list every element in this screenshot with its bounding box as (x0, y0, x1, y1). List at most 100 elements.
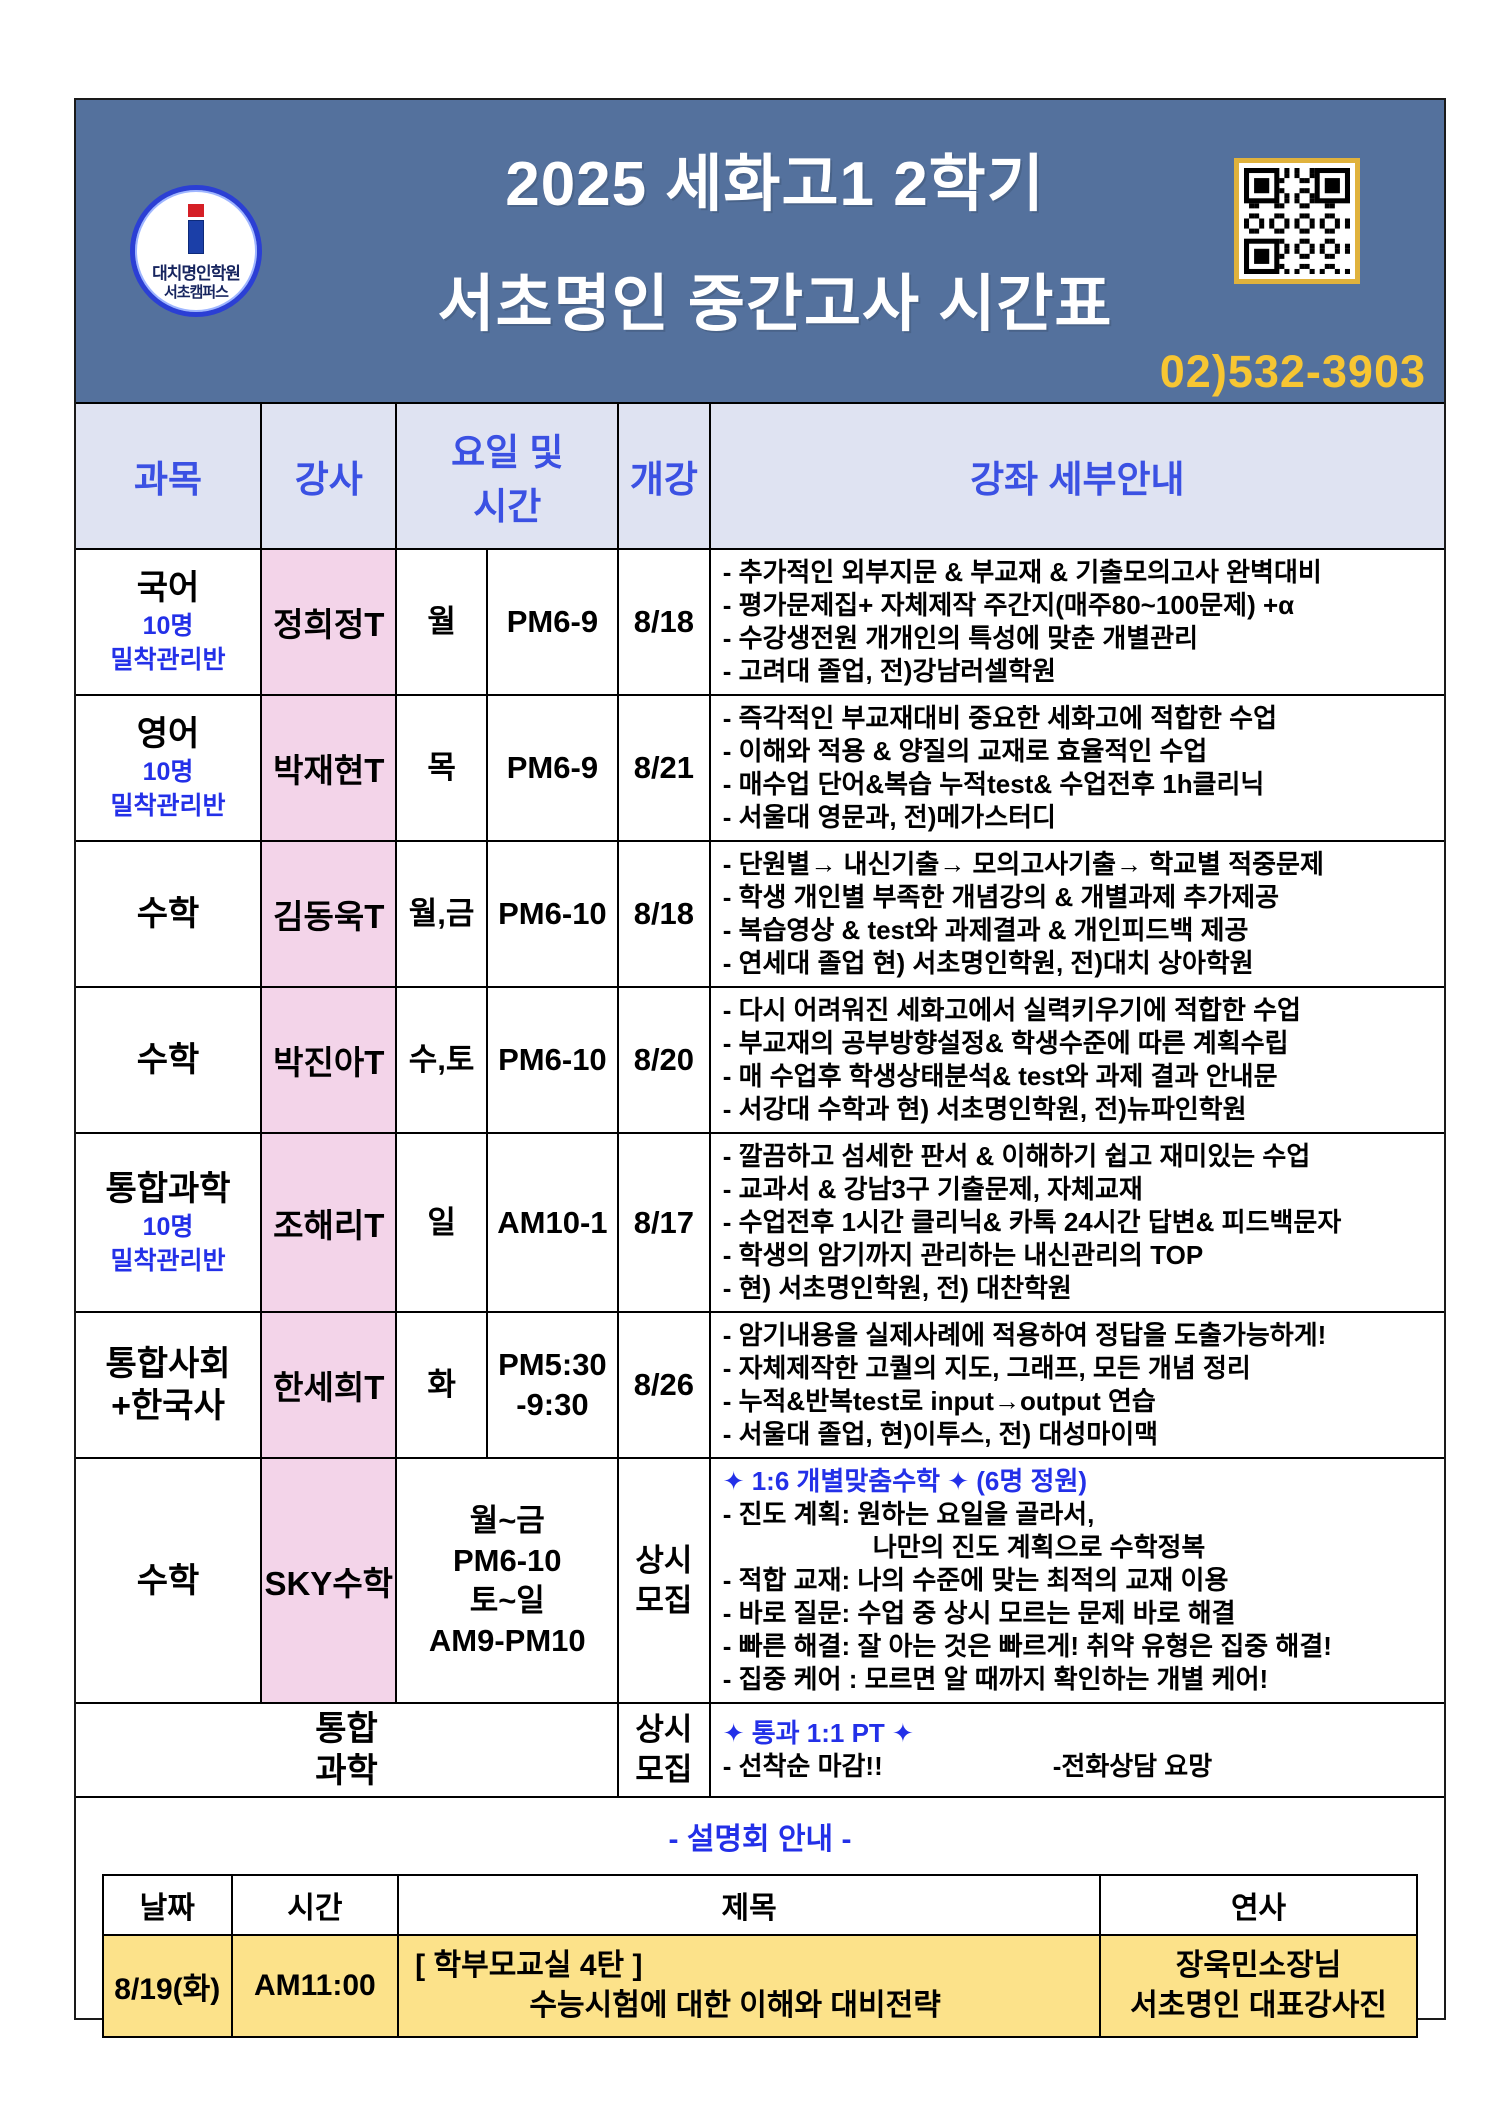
academy-name: 대치명인학원 (152, 264, 241, 283)
detail-line: - 암기내용을 실제사례에 적용하여 정답을 도출가능하게! (722, 1320, 1327, 1350)
time-value: -9:30 (516, 1387, 589, 1422)
course-row: 통합 과학 상시 모집 ✦ 통과 1:1 PT ✦ - 선착순 마감!! -전화상담 요망 (76, 1704, 1444, 1798)
subject-name: 수학 (136, 1041, 200, 1079)
start-date: 상시 (635, 1712, 693, 1747)
detail-line: - 다시 어려워진 세화고에서 실력키우기에 적합한 수업 (722, 995, 1301, 1025)
subject-cell: 국어 10명 밀착관리반 (76, 550, 263, 694)
time-value: PM6-9 (506, 750, 599, 785)
seminar-speaker: 장욱민소장님 서초명인 대표강사진 (1101, 1936, 1416, 2036)
detail-line: - 깔끔하고 섬세한 판서 & 이해하기 쉽고 재미있는 수업 (722, 1141, 1311, 1171)
detail-line: - 학생 개인별 부족한 개념강의 & 개별과제 추가제공 (722, 882, 1280, 912)
start-date: 8/20 (633, 1042, 695, 1077)
start-date-cell: 8/21 (619, 696, 711, 840)
seminar-data-row: 8/19(화) AM11:00 [ 학부모교실 4탄 ] 수능시험에 대한 이해… (104, 1936, 1416, 2036)
daytime-line: 토~일 (469, 1582, 545, 1618)
time-value: PM6-10 (498, 1042, 607, 1077)
detail-line: - 평가문제집+ 자체제작 주간지(매주80~100문제) +α (722, 590, 1295, 620)
poster-frame: 대치명인학원 서초캠퍼스 2025 세화고1 2학기 서초명인 중간고사 시간표… (74, 98, 1446, 2038)
qr-area (1234, 158, 1444, 284)
time-cell: PM6-10 (488, 988, 620, 1132)
campus-name: 서초캠퍼스 (163, 284, 229, 301)
time-cell: PM6-10 (488, 842, 620, 986)
start-date-cell: 8/17 (619, 1134, 711, 1311)
subject-name: 통합과학 (105, 1169, 231, 1208)
seminar-header-date: 날짜 (104, 1876, 233, 1934)
seminar-date: 8/19(화) (104, 1936, 233, 2036)
time-value: PM5:30 (498, 1347, 607, 1382)
seminar-section: - 설명회 안내 - 날짜 시간 제목 연사 8/19(화) AM11:00 [… (76, 1798, 1444, 2058)
subject-cell: 통합 과학 (76, 1704, 620, 1796)
header-teacher: 강사 (262, 404, 398, 548)
subject-name: +한국사 (111, 1387, 225, 1425)
detail-line: - 빠른 해결: 잘 아는 것은 빠르게! 취약 유형은 집중 해결! (722, 1631, 1332, 1661)
time-cell: AM10-1 (488, 1134, 620, 1311)
class-size-note: 밀착관리반 (110, 1246, 226, 1275)
teacher-cell: 박진아T (262, 988, 398, 1132)
start-date-cell: 8/18 (619, 550, 711, 694)
detail-line: - 수강생전원 개개인의 특성에 맞춘 개별관리 (722, 623, 1199, 653)
daytime-line: 월~금 (469, 1502, 545, 1538)
class-size-note: 10명 (142, 758, 194, 786)
detail-line: - 선착순 마감!! -전화상담 요망 (722, 1751, 1213, 1781)
course-row: 수학 김동욱T 월,금 PM6-10 8/18 - 단원별→ 내신기출→ 모의고사기출→ … (76, 842, 1444, 988)
day-cell: 목 (397, 696, 488, 840)
start-date-cell: 상시 모집 (619, 1704, 711, 1796)
seminar-speaker-line1: 장욱민소장님 (1175, 1949, 1342, 1982)
detail-line: ✦ 통과 1:1 PT ✦ (722, 1718, 914, 1748)
header-daytime-line1: 요일 및 (451, 432, 564, 473)
header-daytime: 요일 및 시간 (397, 404, 620, 548)
detail-line: - 부교재의 공부방향설정& 학생수준에 따른 계획수립 (722, 1028, 1289, 1058)
time-cell: PM6-9 (488, 696, 620, 840)
banner: 대치명인학원 서초캠퍼스 2025 세화고1 2학기 서초명인 중간고사 시간표… (76, 100, 1444, 402)
time-value: PM6-10 (498, 896, 607, 931)
detail-line: - 매수업 단어&복습 누적test& 수업전후 1h클리닉 (722, 769, 1265, 799)
day-value: 목 (427, 750, 456, 785)
subject-cell: 영어 10명 밀착관리반 (76, 696, 263, 840)
subject-name: 과학 (315, 1752, 378, 1790)
detail-line: - 누적&반복test로 input→output 연습 (722, 1386, 1156, 1416)
course-row: 통합사회 +한국사 한세희T 화 PM5:30 -9:30 8/26 - 암기내용을 실제사례… (76, 1313, 1444, 1459)
day-cell: 월,금 (397, 842, 488, 986)
seminar-subject: [ 학부모교실 4탄 ] 수능시험에 대한 이해와 대비전략 (399, 1936, 1102, 2036)
detail-line: - 추가적인 외부지문 & 부교재 & 기출모의고사 완벽대비 (722, 557, 1322, 587)
subject-cell: 수학 (76, 842, 263, 986)
detail-line: - 바로 질문: 수업 중 상시 모르는 문제 바로 해결 (722, 1598, 1236, 1628)
academy-logo-icon (170, 204, 222, 262)
course-row: 수학 박진아T 수,토 PM6-10 8/20 - 다시 어려워진 세화고에서 실력키우기… (76, 988, 1444, 1134)
class-size-note: 밀착관리반 (110, 646, 226, 674)
course-details-cell: - 즉각적인 부교재대비 중요한 세화고에 적합한 수업 - 이해와 적용 & 양… (711, 696, 1444, 840)
header-start: 개강 (619, 404, 711, 548)
seminar-header-speaker: 연사 (1230, 1892, 1287, 1925)
day-cell: 수,토 (397, 988, 488, 1132)
time-cell: PM5:30 -9:30 (488, 1313, 620, 1457)
detail-line: - 복습영상 & test와 과제결과 & 개인피드백 제공 (722, 915, 1249, 945)
seminar-header-subject: 제목 (399, 1876, 1102, 1934)
detail-line: - 적합 교재: 나의 수준에 맞는 최적의 교재 이용 (722, 1565, 1229, 1595)
teacher-cell: SKY수학 (262, 1459, 398, 1702)
class-size-note: 10명 (142, 1212, 194, 1241)
time-value: AM10-1 (497, 1204, 608, 1240)
start-date-cell: 8/18 (619, 842, 711, 986)
detail-line: - 서울대 졸업, 현)이투스, 전) 대성마이맥 (722, 1419, 1159, 1449)
timetable: 과목 강사 요일 및 시간 개강 강좌 세부안내 국어 10명 밀착관리반 정희정T 월… (76, 402, 1444, 1798)
day-value: 일 (427, 1204, 456, 1240)
subject-name: 통합사회 (105, 1345, 231, 1383)
detail-line: - 즉각적인 부교재대비 중요한 세화고에 적합한 수업 (722, 703, 1278, 733)
course-row: 국어 10명 밀착관리반 정희정T 월 PM6-9 8/18 - 추가적인 외부지문 & 부교… (76, 550, 1444, 696)
detail-line: - 수업전후 1시간 클리닉& 카톡 24시간 답변& 피드백문자 (722, 1207, 1342, 1237)
detail-line: - 이해와 적용 & 양질의 교재로 효율적인 수업 (722, 736, 1208, 766)
phone-number: 02)532-3903 (1159, 346, 1426, 397)
seminar-time: AM11:00 (232, 1936, 400, 2036)
subject-name: 국어 (136, 569, 200, 607)
day-value: 월 (427, 604, 456, 639)
time-cell: PM6-9 (488, 550, 620, 694)
detail-line: - 교과서 & 강남3구 기출문제, 자체교재 (722, 1174, 1143, 1204)
seminar-title: - 설명회 안내 - (668, 1823, 852, 1856)
header-details: 강좌 세부안내 (970, 459, 1185, 500)
detail-line: - 자체제작한 고퀄의 지도, 그래프, 모든 개념 정리 (722, 1353, 1251, 1383)
start-date: 8/18 (633, 604, 695, 639)
day-cell: 월 (397, 550, 488, 694)
start-date: 8/18 (633, 896, 695, 931)
class-size-note: 밀착관리반 (110, 792, 226, 820)
daytime-cell: 월~금 PM6-10 토~일 AM9-PM10 (397, 1459, 620, 1702)
